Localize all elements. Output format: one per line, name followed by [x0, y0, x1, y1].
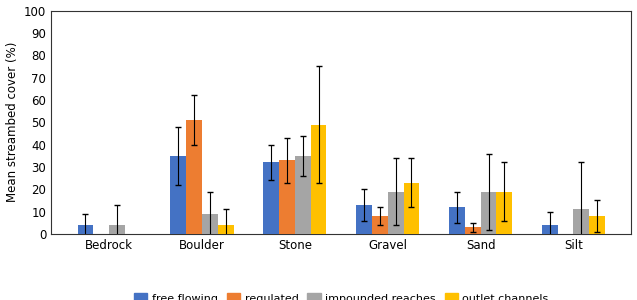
- Bar: [589, 216, 605, 234]
- Bar: [202, 214, 218, 234]
- Bar: [449, 207, 465, 234]
- Bar: [109, 225, 125, 234]
- Bar: [481, 191, 496, 234]
- Bar: [372, 216, 388, 234]
- Bar: [573, 209, 589, 234]
- Bar: [171, 156, 186, 234]
- Bar: [311, 124, 327, 234]
- Y-axis label: Mean streambed cover (%): Mean streambed cover (%): [6, 42, 18, 202]
- Bar: [542, 225, 558, 234]
- Legend: free flowing, regulated, impounded reaches, outlet channels: free flowing, regulated, impounded reach…: [129, 289, 553, 300]
- Bar: [186, 120, 202, 234]
- Bar: [295, 156, 311, 234]
- Bar: [356, 205, 372, 234]
- Bar: [279, 160, 295, 234]
- Bar: [465, 227, 481, 234]
- Bar: [388, 191, 404, 234]
- Bar: [218, 225, 234, 234]
- Bar: [78, 225, 94, 234]
- Bar: [263, 163, 279, 234]
- Bar: [496, 191, 512, 234]
- Bar: [404, 183, 419, 234]
